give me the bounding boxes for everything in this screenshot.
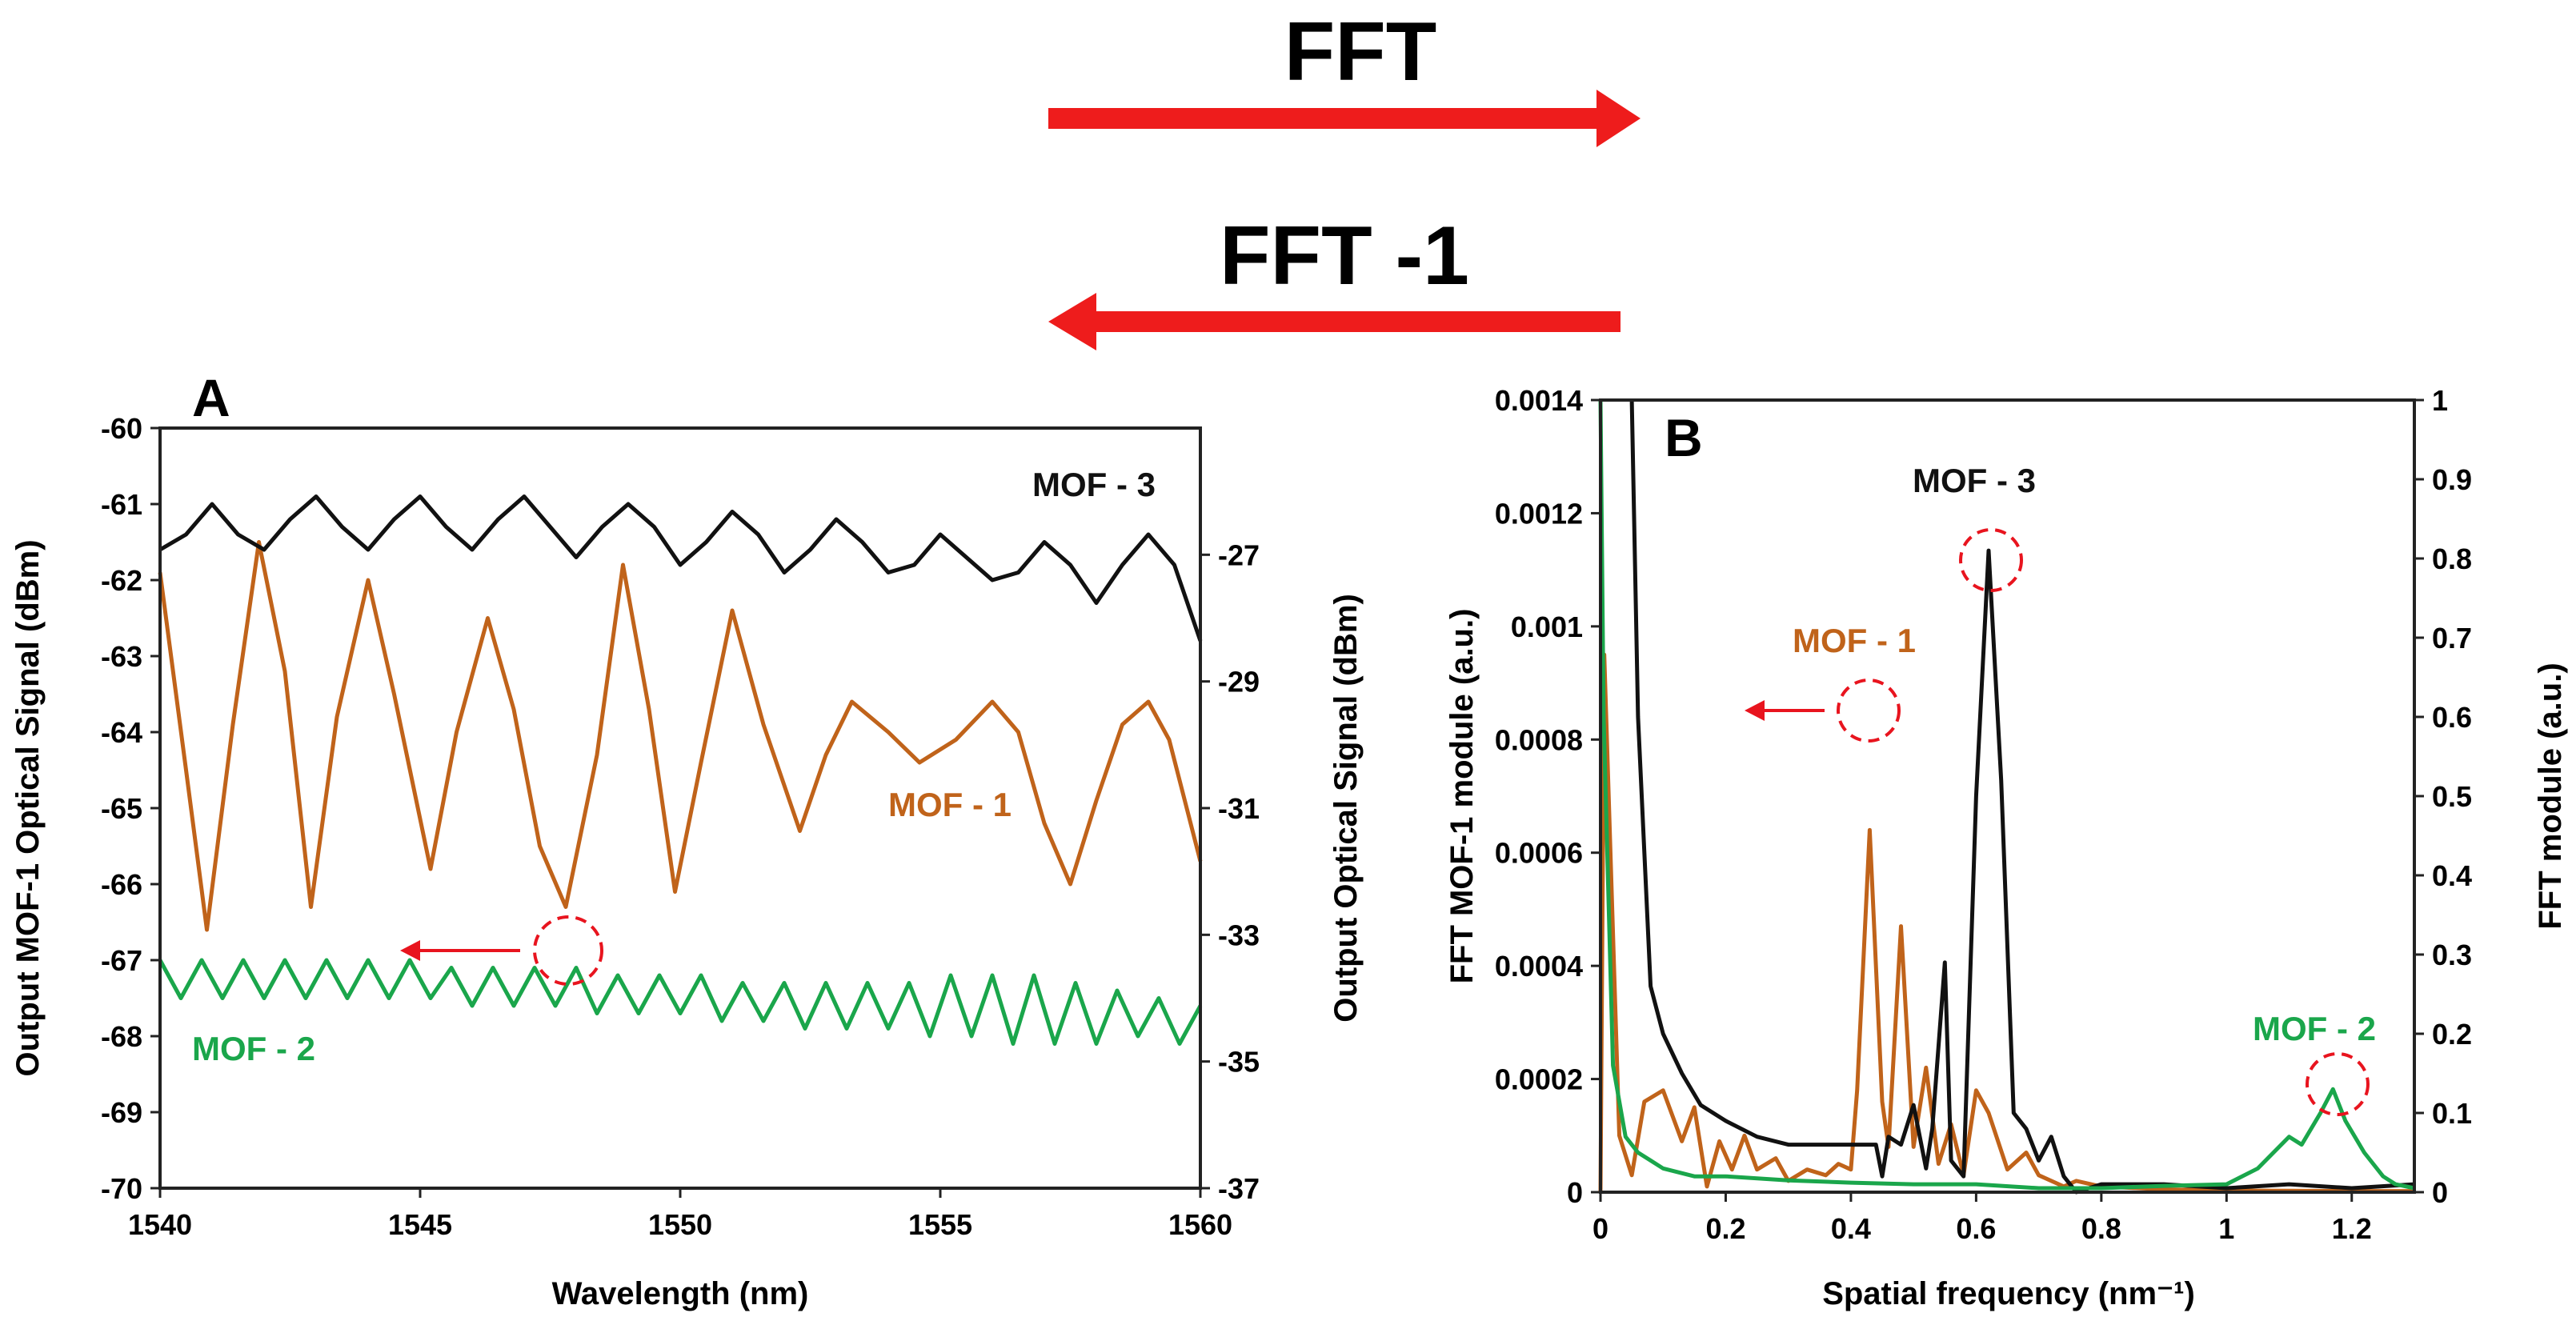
chart-a-y2tick-label: -29 (1218, 666, 1260, 699)
chart-a-y2tick-label: -37 (1218, 1172, 1260, 1205)
chart-a-xtick-label: 1560 (1168, 1208, 1232, 1241)
chart-b-ylabel: FFT MOF-1 module (a.u.) (1444, 609, 1480, 984)
chart-a-ytick-label: -65 (101, 792, 142, 825)
chart-b-label-mof2: MOF - 2 (2253, 1010, 2376, 1047)
chart-b-label-mof3: MOF - 3 (1913, 462, 2036, 499)
chart-b-xtick-label: 0.8 (2081, 1212, 2121, 1245)
chart-a-series-mof3 (158, 494, 1203, 642)
chart-b-y2tick-label: 1 (2432, 384, 2448, 417)
chart-a: A 1540 1545 1550 1555 1560 -60 -61 -62 -63 -64 -65… (10, 368, 1364, 1311)
chart-b-y2tick-label: 0.4 (2432, 859, 2472, 892)
panel-label-a: A (192, 368, 230, 427)
chart-a-y2tick-label: -35 (1218, 1046, 1260, 1079)
chart-b-y2tick-label: 0.5 (2432, 780, 2472, 813)
chart-b-y2tick-label: 0.8 (2432, 542, 2472, 575)
transform-header: FFT FFT -1 (1048, 6, 1641, 350)
chart-b-y2tick-label: 0 (2432, 1176, 2448, 1209)
chart-b-peak-marker-mof2 (2306, 1052, 2370, 1116)
chart-b-ytick-label: 0.0002 (1495, 1063, 1583, 1096)
chart-a-ytick-label: -61 (101, 488, 142, 521)
chart-b-ticks: 0 0.2 0.4 0.6 0.8 1 1.2 0 0.0002 0.0004 0.0006 0.00… (1495, 384, 2472, 1245)
chart-b-ytick-label: 0 (1567, 1176, 1583, 1209)
chart-a-ytick-label: -68 (101, 1020, 142, 1053)
chart-a-ytick-label: -63 (101, 640, 142, 673)
chart-b-y2tick-label: 0.7 (2432, 622, 2472, 654)
chart-a-ticks: 1540 1545 1550 1555 1560 -60 -61 -62 -63 -64 -65 -6… (101, 412, 1260, 1241)
chart-b-y2tick-label: 0.6 (2432, 701, 2472, 734)
chart-b-ytick-label: 0.0006 (1495, 837, 1583, 870)
fft-label: FFT (1284, 6, 1437, 98)
chart-a-xtick-label: 1550 (648, 1208, 712, 1241)
chart-b-y2tick-label: 0.3 (2432, 939, 2472, 971)
chart-b-peak-marker-mof1 (1837, 679, 1901, 743)
chart-b-series-layer (1598, 399, 2415, 1195)
chart-a-label-mof3: MOF - 3 (1032, 466, 1156, 503)
chart-a-xtick-label: 1540 (128, 1208, 192, 1241)
chart-a-axis-arrow (400, 940, 520, 961)
chart-a-y2tick-label: -31 (1218, 792, 1260, 825)
chart-b-label-mof1: MOF - 1 (1793, 622, 1916, 659)
chart-b-y2label: FFT module (a.u.) (2533, 662, 2568, 929)
chart-b-ytick-label: 0.0014 (1495, 384, 1583, 417)
chart-a-ytick-label: -70 (101, 1172, 142, 1205)
panel-label-b: B (1665, 408, 1703, 467)
chart-a-peak-marker (533, 915, 603, 986)
chart-b-ytick-label: 0.0012 (1495, 497, 1583, 530)
chart-b-plot-frame (1599, 398, 2416, 1194)
chart-a-label-mof1: MOF - 1 (888, 786, 1012, 823)
chart-a-series-mof1 (158, 540, 1203, 932)
chart-a-y2tick-label: -33 (1218, 919, 1260, 951)
chart-a-y2tick-label: -27 (1218, 538, 1260, 571)
chart-a-ylabel: Output MOF-1 Optical Signal (dBm) (10, 539, 46, 1076)
chart-a-xtick-label: 1555 (908, 1208, 972, 1241)
chart-b-ytick-label: 0.001 (1511, 610, 1583, 643)
chart-b-axis-arrow (1745, 700, 1825, 721)
chart-b-xtick-label: 1.2 (2332, 1212, 2372, 1245)
chart-a-label-mof2: MOF - 2 (192, 1030, 315, 1067)
chart-a-ytick-label: -60 (101, 412, 142, 445)
ifft-label: FFT -1 (1220, 210, 1469, 302)
chart-a-xlabel: Wavelength (nm) (552, 1276, 809, 1311)
chart-a-ytick-label: -64 (101, 716, 142, 749)
chart-b-series-mof3 (1629, 399, 2415, 1195)
chart-a-ytick-label: -62 (101, 564, 142, 597)
chart-b-xtick-label: 0.6 (1956, 1212, 1996, 1245)
chart-b-peak-marker-mof3 (1959, 528, 2023, 592)
chart-b-xlabel: Spatial frequency (nm⁻¹) (1822, 1276, 2195, 1311)
chart-a-xtick-label: 1545 (388, 1208, 452, 1241)
chart-b-xtick-label: 0.4 (1831, 1212, 1871, 1245)
chart-b-series-mof2 (1598, 399, 2415, 1191)
chart-b-xtick-label: 0.2 (1705, 1212, 1745, 1245)
chart-b-y2tick-label: 0.1 (2432, 1097, 2472, 1130)
chart-a-ytick-label: -66 (101, 868, 142, 901)
chart-a-ytick-label: -69 (101, 1096, 142, 1129)
chart-b-y2tick-label: 0.9 (2432, 463, 2472, 496)
chart-a-series-mof2 (158, 958, 1203, 1046)
fft-inverse-arrow (1048, 293, 1621, 350)
chart-b-ytick-label: 0.0004 (1495, 950, 1583, 983)
chart-b-ytick-label: 0.0008 (1495, 723, 1583, 756)
chart-a-series-layer (158, 494, 1203, 1046)
chart-b-xtick-label: 0 (1592, 1212, 1608, 1245)
chart-b-xtick-label: 1 (2218, 1212, 2234, 1245)
chart-b-series-mof1 (1598, 652, 2414, 1194)
fft-forward-arrow (1048, 90, 1641, 147)
chart-b: B 0 0.2 0.4 0.6 0.8 1 1.2 0 0.0002 0.0004 0.0006 0.… (1444, 384, 2568, 1311)
chart-a-y2label: Output Optical Signal (dBm) (1328, 594, 1364, 1023)
chart-b-y2tick-label: 0.2 (2432, 1018, 2472, 1051)
chart-a-ytick-label: -67 (101, 944, 142, 977)
